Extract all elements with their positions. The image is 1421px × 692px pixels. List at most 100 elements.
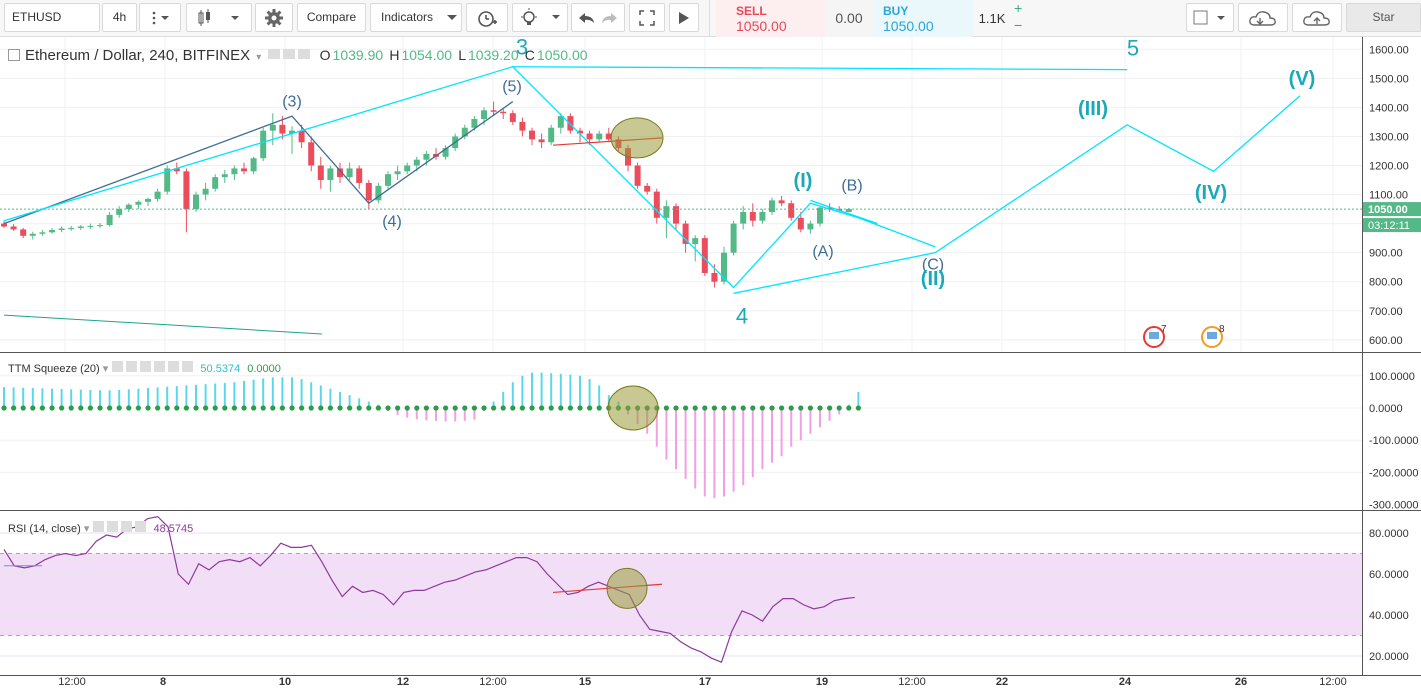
wave-label-wB: (B) bbox=[841, 178, 862, 195]
price-pane[interactable]: (3) (4) (5) 3 4 5 (A) (B) (C) (I) (II) (III) (IV) (V)… bbox=[0, 37, 1362, 352]
price-axis[interactable]: 1600.00 1500.00 1400.00 1300.00 1200.00 1100.… bbox=[1362, 37, 1421, 675]
save-layout-button[interactable] bbox=[1292, 3, 1342, 32]
wave-label-wC: (C) bbox=[922, 257, 944, 274]
indicators-button[interactable]: Indicators bbox=[370, 3, 462, 32]
ttm-dot bbox=[30, 405, 36, 411]
pane-separator[interactable] bbox=[0, 510, 1421, 511]
wave-label-wI: (I) bbox=[794, 170, 813, 192]
candle bbox=[567, 116, 574, 131]
ttm-dot bbox=[107, 405, 113, 411]
candle bbox=[1, 223, 7, 227]
candle bbox=[365, 182, 372, 201]
chart-type-button[interactable] bbox=[186, 3, 252, 32]
ttm-chart[interactable] bbox=[0, 353, 1362, 510]
time-tick: 10 bbox=[278, 676, 292, 688]
wave-label-w5_big: 5 bbox=[1127, 37, 1139, 61]
last-price-box bbox=[1363, 202, 1421, 217]
fullscreen-button[interactable] bbox=[629, 3, 665, 32]
candle bbox=[711, 272, 718, 282]
time-tick: 8 bbox=[159, 676, 167, 688]
candle bbox=[481, 110, 487, 120]
star-button[interactable]: Star bbox=[1346, 3, 1421, 32]
ttm-dot bbox=[337, 405, 343, 411]
quantity-value[interactable]: 1.1K bbox=[978, 11, 1006, 26]
sell-button[interactable]: SELL 1050.00 bbox=[716, 0, 825, 37]
ttm-dot bbox=[135, 405, 141, 411]
ttm-dot bbox=[529, 405, 535, 411]
alert-button[interactable] bbox=[466, 3, 508, 32]
indicators-label: Indicators bbox=[381, 10, 434, 24]
load-layout-button[interactable] bbox=[1238, 3, 1288, 32]
buy-button[interactable]: BUY 1050.00 bbox=[873, 0, 973, 37]
rsi-title: RSI (14, close) bbox=[8, 523, 81, 535]
settings-button[interactable] bbox=[255, 3, 293, 32]
ttm-dot bbox=[539, 405, 545, 411]
compare-button[interactable]: Compare bbox=[297, 3, 366, 32]
wave-line bbox=[3, 65, 936, 289]
candle bbox=[106, 214, 113, 226]
ttm-tick: 100.0000 bbox=[1369, 371, 1415, 383]
candle bbox=[68, 227, 75, 229]
drawing-style-button[interactable] bbox=[1186, 3, 1234, 32]
symbol-search-input[interactable]: ETHUSD bbox=[4, 3, 100, 32]
chevron-down-icon[interactable]: ▾ bbox=[256, 52, 262, 63]
candle bbox=[759, 211, 766, 221]
price-chart[interactable]: (3) (4) (5) 3 4 5 (A) (B) (C) (I) (II) (III) (IV) (V)… bbox=[0, 37, 1362, 352]
candle bbox=[548, 127, 555, 143]
event-flag-icon[interactable]: 7 bbox=[1143, 324, 1167, 348]
ttm-dot bbox=[577, 405, 583, 411]
ttm-dot bbox=[721, 405, 727, 411]
countdown-label: 03:12:11 bbox=[1368, 220, 1410, 232]
candle bbox=[385, 174, 391, 186]
rsi-tools-icon[interactable] bbox=[92, 521, 150, 535]
cloud-upload-icon bbox=[1303, 10, 1330, 26]
time-axis[interactable] bbox=[0, 675, 1421, 692]
ttm-pane[interactable] bbox=[0, 353, 1362, 510]
ttm-tools-icon[interactable] bbox=[111, 361, 197, 375]
candle bbox=[269, 124, 276, 131]
interval-dropdown-button[interactable] bbox=[139, 3, 181, 32]
rsi-chart[interactable] bbox=[0, 511, 1362, 675]
highlight-ellipse bbox=[606, 567, 648, 609]
buy-price: 1050.00 bbox=[883, 18, 934, 34]
high-value: 1054.00 bbox=[401, 47, 453, 63]
ttm-dot bbox=[663, 405, 670, 411]
minus-icon[interactable]: − bbox=[1014, 17, 1023, 33]
candle bbox=[125, 204, 132, 210]
plus-icon[interactable]: + bbox=[1014, 0, 1023, 16]
undo-redo-icon[interactable] bbox=[575, 10, 621, 26]
open-label: O bbox=[319, 47, 331, 63]
price-tick: 1200.00 bbox=[1369, 161, 1409, 173]
candle bbox=[519, 121, 526, 131]
rsi-pane[interactable] bbox=[0, 511, 1362, 675]
event-flag-icon[interactable]: 8 bbox=[1201, 324, 1225, 348]
candle bbox=[442, 148, 449, 157]
candle bbox=[346, 168, 353, 178]
candle bbox=[490, 110, 497, 112]
close-label: C bbox=[524, 47, 535, 63]
chevron-down-icon[interactable]: ▾ bbox=[83, 523, 90, 535]
time-tick: 17 bbox=[698, 676, 712, 688]
price-tick: 1600.00 bbox=[1369, 44, 1409, 56]
candle bbox=[692, 238, 699, 244]
open-value: 1039.90 bbox=[332, 47, 384, 63]
price-tick: 1500.00 bbox=[1369, 73, 1409, 85]
candle bbox=[471, 119, 478, 128]
ttm-dot bbox=[519, 405, 526, 411]
ttm-dot bbox=[308, 405, 314, 411]
candle bbox=[701, 238, 708, 273]
rsi-legend: RSI (14, close) ▾ 48.5745 bbox=[8, 521, 193, 535]
candle bbox=[807, 223, 814, 230]
play-button[interactable] bbox=[669, 3, 699, 32]
legend-tools-icon[interactable] bbox=[267, 47, 313, 64]
collapse-icon[interactable] bbox=[8, 49, 20, 61]
replay-button[interactable] bbox=[512, 3, 568, 32]
rsi-band bbox=[0, 553, 1362, 636]
chevron-down-icon[interactable]: ▾ bbox=[102, 363, 109, 375]
interval-select[interactable]: 4h bbox=[102, 3, 137, 32]
close-value: 1050.00 bbox=[536, 47, 588, 63]
ttm-dot bbox=[164, 405, 170, 411]
quantity-stepper[interactable]: + − bbox=[1011, 0, 1027, 37]
candle bbox=[557, 116, 564, 128]
pane-separator[interactable] bbox=[0, 352, 1421, 353]
